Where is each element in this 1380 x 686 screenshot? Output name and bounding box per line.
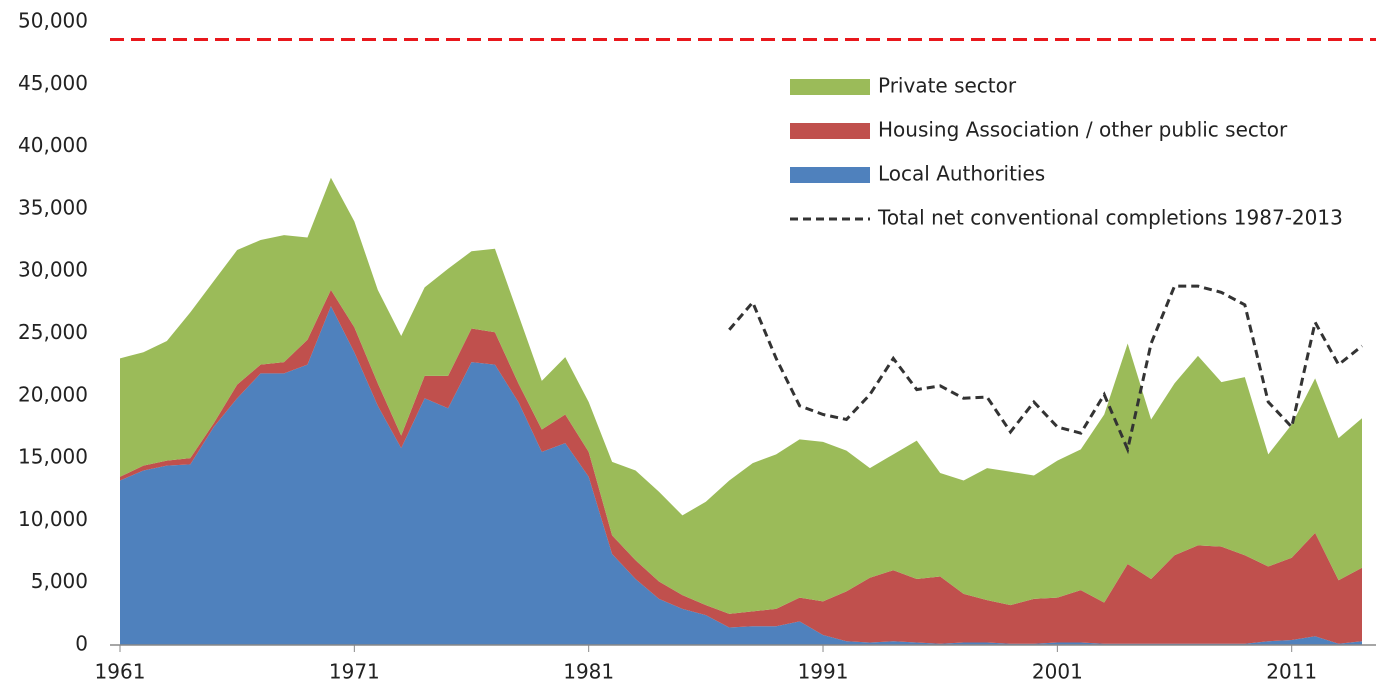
line bbox=[728, 284, 1363, 455]
y-tick-label: 40,000 bbox=[18, 133, 88, 157]
x-tick-label: 1961 bbox=[95, 660, 146, 684]
area bbox=[120, 177, 1362, 614]
y-tick-label: 10,000 bbox=[18, 507, 88, 531]
y-tick-label: 0 bbox=[75, 632, 88, 656]
legend-label: Private sector bbox=[878, 74, 1017, 98]
area bbox=[120, 306, 1362, 645]
y-tick-label: 50,000 bbox=[18, 9, 88, 33]
legend-swatch bbox=[790, 167, 870, 183]
area bbox=[120, 289, 1362, 644]
y-tick-label: 5,000 bbox=[31, 569, 88, 593]
y-tick-label: 35,000 bbox=[18, 195, 88, 219]
x-tick-label: 2011 bbox=[1266, 660, 1317, 684]
y-tick-label: 20,000 bbox=[18, 382, 88, 406]
y-tick-label: 25,000 bbox=[18, 320, 88, 344]
legend-label: Total net conventional completions 1987-… bbox=[877, 206, 1343, 230]
y-tick-label: 30,000 bbox=[18, 258, 88, 282]
x-tick-label: 1981 bbox=[563, 660, 614, 684]
legend-swatch bbox=[790, 123, 870, 139]
y-tick-label: 45,000 bbox=[18, 71, 88, 95]
legend-swatch bbox=[790, 79, 870, 95]
x-tick-label: 1971 bbox=[329, 660, 380, 684]
x-tick-label: 2001 bbox=[1032, 660, 1083, 684]
legend-label: Housing Association / other public secto… bbox=[878, 118, 1288, 142]
legend-label: Local Authorities bbox=[878, 162, 1045, 186]
y-tick-label: 15,000 bbox=[18, 445, 88, 469]
x-tick-label: 1991 bbox=[798, 660, 849, 684]
